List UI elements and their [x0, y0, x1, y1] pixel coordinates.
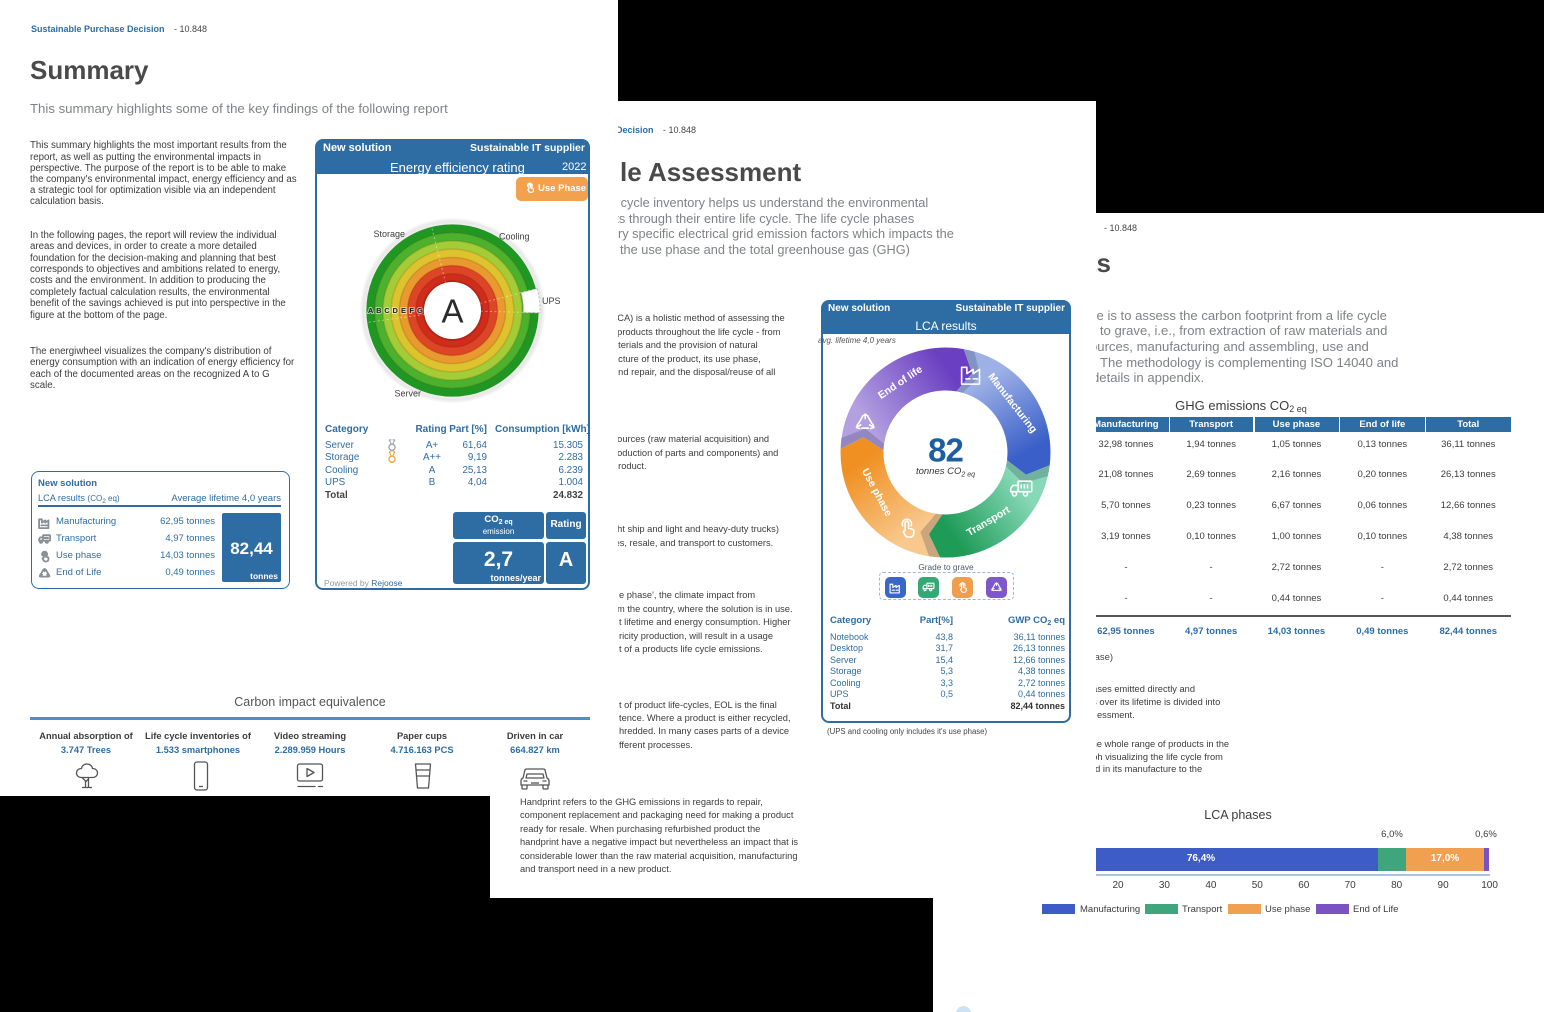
svg-text:F: F — [409, 306, 414, 315]
svg-text:G: G — [417, 306, 423, 315]
svg-text:A: A — [441, 293, 463, 330]
svg-text:E: E — [401, 306, 406, 315]
svg-text:D: D — [392, 306, 398, 315]
svg-text:UPS: UPS — [542, 296, 561, 306]
svg-text:B: B — [376, 306, 382, 315]
svg-text:A: A — [368, 306, 374, 315]
svg-text:Cooling: Cooling — [499, 232, 530, 242]
svg-text:82: 82 — [928, 432, 963, 469]
svg-text:Server: Server — [395, 389, 422, 399]
svg-text:Storage: Storage — [374, 229, 406, 239]
svg-text:tonnes CO2 eq: tonnes CO2 eq — [916, 466, 975, 479]
svg-text:C: C — [384, 306, 390, 315]
